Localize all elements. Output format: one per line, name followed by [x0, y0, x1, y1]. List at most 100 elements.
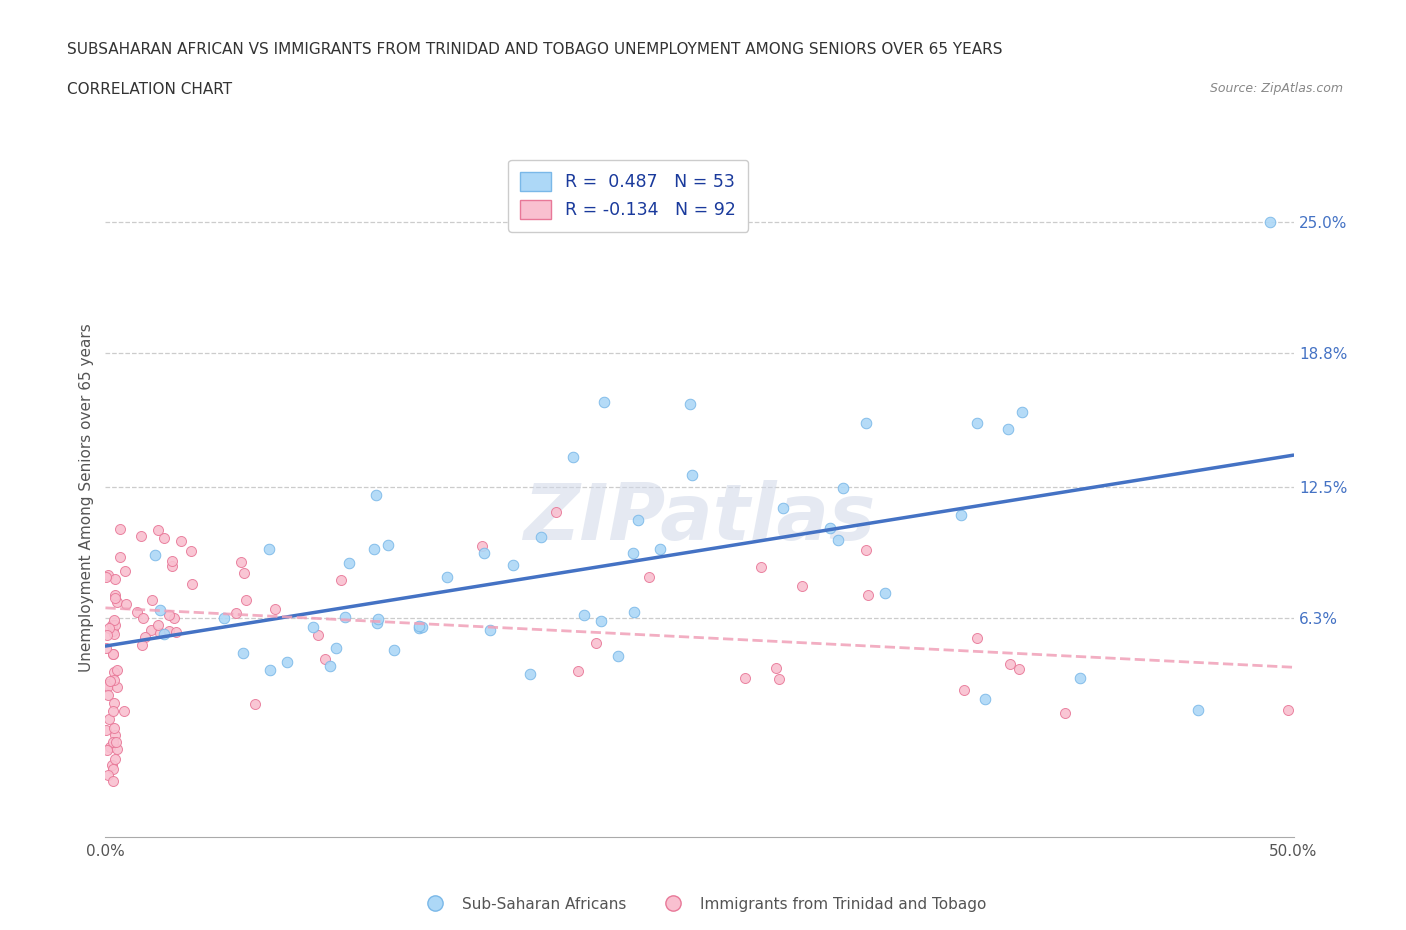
Point [259, 663, 281, 678]
Point [319, 658, 342, 673]
Point [141, 592, 163, 607]
Point [105, 663, 128, 678]
Point [436, 569, 458, 584]
Point [101, 758, 124, 773]
Point [103, 613, 125, 628]
Point [165, 625, 187, 640]
Point [143, 548, 166, 563]
Text: ZIPatlas: ZIPatlas [523, 480, 876, 556]
Point [98, 674, 121, 689]
Point [966, 416, 988, 431]
Point [561, 450, 583, 465]
Point [212, 611, 235, 626]
Point [162, 559, 184, 574]
Point [131, 637, 153, 652]
Point [101, 762, 124, 777]
Text: CORRELATION CHART: CORRELATION CHART [67, 82, 232, 97]
Point [264, 601, 287, 616]
Point [973, 692, 995, 707]
Point [105, 594, 128, 609]
Point [572, 607, 595, 622]
Point [104, 727, 127, 742]
Point [832, 480, 855, 495]
Point [998, 657, 1021, 671]
Point [103, 735, 125, 750]
Point [589, 613, 612, 628]
Point [97, 567, 120, 582]
Point [408, 618, 430, 633]
Point [101, 703, 124, 718]
Point [129, 528, 152, 543]
Point [146, 618, 169, 632]
Point [502, 558, 524, 573]
Point [952, 683, 974, 698]
Point [105, 679, 128, 694]
Point [163, 610, 186, 625]
Point [1277, 702, 1299, 717]
Point [105, 734, 128, 749]
Point [101, 646, 124, 661]
Point [966, 631, 988, 645]
Point [855, 416, 877, 431]
Point [97, 768, 120, 783]
Point [411, 619, 433, 634]
Point [103, 624, 125, 639]
Point [530, 529, 553, 544]
Legend: Sub-Saharan Africans, Immigrants from Trinidad and Tobago: Sub-Saharan Africans, Immigrants from Tr… [413, 891, 993, 918]
Point [153, 627, 176, 642]
Point [519, 666, 541, 681]
Point [301, 619, 323, 634]
Y-axis label: Unemployment Among Seniors over 65 years: Unemployment Among Seniors over 65 years [79, 324, 94, 671]
Legend: R =  0.487   N = 53, R = -0.134   N = 92: R = 0.487 N = 53, R = -0.134 N = 92 [508, 160, 748, 232]
Point [950, 508, 973, 523]
Point [257, 541, 280, 556]
Point [325, 641, 347, 656]
Point [790, 578, 813, 593]
Point [567, 664, 589, 679]
Point [638, 569, 661, 584]
Point [229, 555, 252, 570]
Point [112, 703, 135, 718]
Point [94, 570, 117, 585]
Point [307, 628, 329, 643]
Point [623, 604, 645, 619]
Point [115, 596, 138, 611]
Point [104, 751, 127, 766]
Point [734, 671, 756, 685]
Point [103, 665, 125, 680]
Point [1008, 662, 1031, 677]
Point [139, 623, 162, 638]
Point [232, 645, 254, 660]
Point [621, 546, 644, 561]
Point [98, 711, 121, 726]
Point [827, 533, 849, 548]
Point [873, 586, 896, 601]
Point [593, 394, 616, 409]
Point [105, 741, 128, 756]
Point [104, 572, 127, 587]
Point [96, 723, 118, 737]
Point [149, 603, 172, 618]
Point [108, 522, 131, 537]
Point [96, 641, 118, 656]
Point [127, 604, 149, 619]
Point [377, 538, 399, 552]
Point [103, 696, 125, 711]
Point [366, 616, 388, 631]
Point [818, 521, 841, 536]
Point [333, 610, 356, 625]
Point [478, 623, 501, 638]
Point [152, 531, 174, 546]
Point [98, 621, 121, 636]
Point [243, 697, 266, 711]
Point [314, 652, 336, 667]
Point [330, 573, 353, 588]
Point [367, 612, 389, 627]
Point [1011, 405, 1033, 419]
Point [162, 553, 184, 568]
Point [103, 721, 125, 736]
Point [997, 421, 1019, 436]
Point [856, 588, 879, 603]
Point [103, 672, 125, 687]
Point [544, 504, 567, 519]
